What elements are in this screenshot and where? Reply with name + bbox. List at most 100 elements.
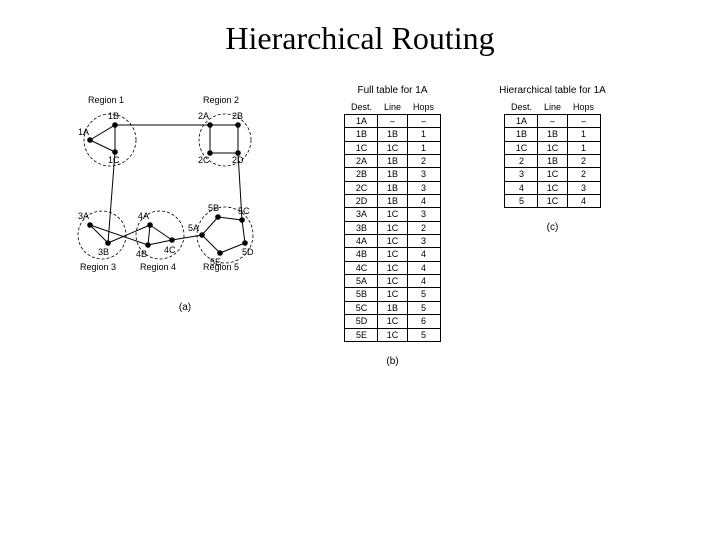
table-row: 4A1C3 (345, 235, 440, 248)
network-node (112, 149, 118, 155)
table-cell: 5E (345, 328, 378, 341)
table-row: 51C4 (505, 195, 600, 208)
table-row: 3A1C3 (345, 208, 440, 221)
network-edge (90, 225, 148, 245)
table-cell: 1 (407, 128, 440, 141)
table-cell: 1C (378, 261, 407, 274)
table-cell: 4 (567, 195, 600, 208)
col-header: Hops (407, 100, 440, 115)
network-node (235, 122, 241, 128)
table-cell: 4 (407, 275, 440, 288)
table-cell: 2 (567, 168, 600, 181)
table-row: 41C3 (505, 181, 600, 194)
table-cell: 3 (407, 208, 440, 221)
network-diagram-panel: Region 1Region 2Region 3Region 4Region 5… (70, 85, 300, 313)
table-cell: 3A (345, 208, 378, 221)
table-cell: 1B (538, 128, 567, 141)
network-edge (108, 225, 150, 243)
table-cell: 1C (378, 141, 407, 154)
table-cell: 5C (345, 301, 378, 314)
table-cell: 2D (345, 195, 378, 208)
hier-table-title: Hierarchical table for 1A (485, 85, 620, 96)
full-routing-table: Dest.LineHops1A––1B1B11C1C12A1B22B1B32C1… (344, 100, 440, 342)
table-cell: 5 (407, 301, 440, 314)
table-row: 1B1B1 (345, 128, 440, 141)
network-edge (148, 225, 150, 245)
table-cell: 4 (505, 181, 538, 194)
col-header: Line (538, 100, 567, 115)
region-label: Region 2 (203, 95, 239, 105)
table-row: 1C1C1 (505, 141, 600, 154)
network-node (105, 240, 111, 246)
table-cell: 5 (505, 195, 538, 208)
table-cell: 1C (378, 221, 407, 234)
network-edge (202, 217, 218, 235)
sublabel-a: (a) (70, 302, 300, 313)
table-row: 1B1B1 (505, 128, 600, 141)
table-cell: – (567, 115, 600, 128)
table-row: 21B2 (505, 155, 600, 168)
network-node (217, 250, 223, 256)
table-cell: 2 (567, 155, 600, 168)
table-row: 31C2 (505, 168, 600, 181)
network-edge (90, 125, 115, 140)
network-svg: Region 1Region 2Region 3Region 4Region 5… (70, 85, 280, 285)
col-header: Dest. (345, 100, 378, 115)
table-cell: 4C (345, 261, 378, 274)
region-label: Region 5 (203, 262, 239, 272)
table-cell: – (378, 115, 407, 128)
table-row: 1A–– (505, 115, 600, 128)
table-row: 1C1C1 (345, 141, 440, 154)
table-cell: 3 (505, 168, 538, 181)
table-cell: 1C (378, 275, 407, 288)
table-row: 2B1B3 (345, 168, 440, 181)
table-row: 2C1B3 (345, 181, 440, 194)
table-cell: 1B (505, 128, 538, 141)
table-cell: 4 (407, 195, 440, 208)
region-label: Region 1 (88, 95, 124, 105)
full-table-panel: Full table for 1A Dest.LineHops1A––1B1B1… (325, 85, 460, 367)
node-label: 4C (164, 245, 176, 255)
network-node (87, 222, 93, 228)
table-cell: 3 (567, 181, 600, 194)
region-label: Region 4 (140, 262, 176, 272)
table-cell: 1C (538, 195, 567, 208)
table-row: 5B1C5 (345, 288, 440, 301)
table-cell: 2B (345, 168, 378, 181)
table-row: 4C1C4 (345, 261, 440, 274)
table-row: 5C1B5 (345, 301, 440, 314)
node-label: 5D (242, 247, 254, 257)
table-cell: 2A (345, 155, 378, 168)
table-row: 2A1B2 (345, 155, 440, 168)
table-cell: 1C (505, 141, 538, 154)
node-label: 5A (188, 223, 199, 233)
table-row: 2D1B4 (345, 195, 440, 208)
table-cell: 1B (378, 301, 407, 314)
network-node (207, 122, 213, 128)
table-row: 4B1C4 (345, 248, 440, 261)
table-cell: 1A (345, 115, 378, 128)
table-cell: 4A (345, 235, 378, 248)
table-cell: 1C (378, 208, 407, 221)
node-label: 2A (198, 111, 209, 121)
table-cell: 5B (345, 288, 378, 301)
network-node (147, 222, 153, 228)
table-cell: 1B (345, 128, 378, 141)
node-label: 4A (138, 211, 149, 221)
col-header: Line (378, 100, 407, 115)
table-cell: – (407, 115, 440, 128)
table-cell: 2 (505, 155, 538, 168)
table-cell: 2 (407, 155, 440, 168)
table-cell: 1C (538, 181, 567, 194)
table-cell: 1B (378, 168, 407, 181)
network-node (169, 237, 175, 243)
table-cell: 1C (378, 235, 407, 248)
table-cell: 1C (378, 328, 407, 341)
table-cell: 1C (538, 141, 567, 154)
table-cell: 1B (538, 155, 567, 168)
full-table-title: Full table for 1A (325, 85, 460, 96)
network-edge (242, 220, 245, 243)
table-cell: 1C (378, 288, 407, 301)
table-cell: 1C (345, 141, 378, 154)
network-node (215, 214, 221, 220)
